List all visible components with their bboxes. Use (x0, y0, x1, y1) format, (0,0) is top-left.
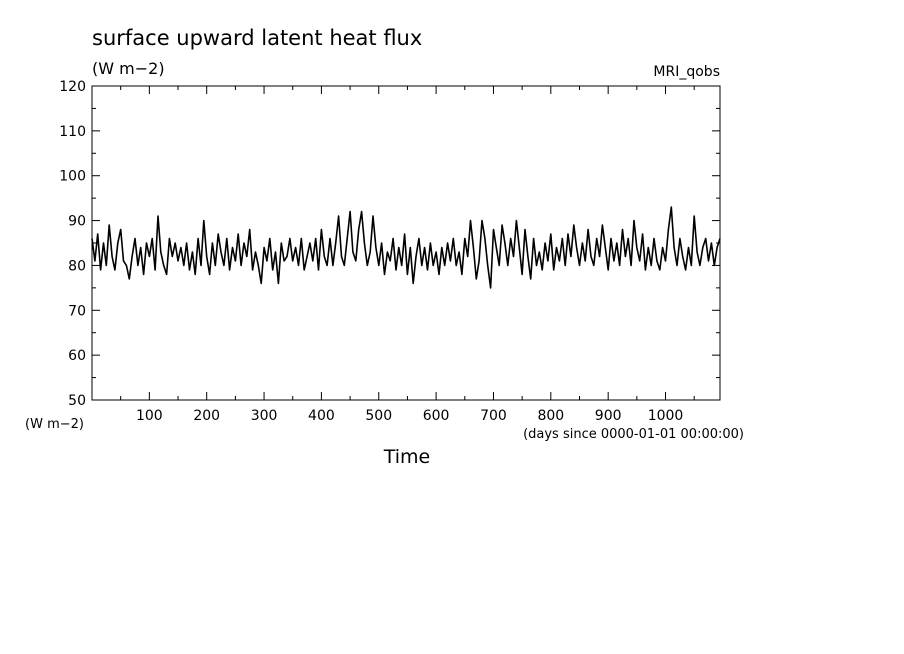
x-axis-label: Time (383, 446, 431, 468)
y-tick-label: 90 (68, 214, 86, 230)
x-tick-label: 400 (308, 408, 335, 424)
x-axis: 100 200 300 400 500 600 700 800 900 1000 (120, 86, 695, 424)
y-tick-label: 80 (68, 258, 86, 274)
y-units-label: (W m−2) (25, 417, 84, 432)
y-tick-label: 70 (68, 303, 86, 319)
x-tick-label: 1000 (648, 408, 684, 424)
y-tick-label: 50 (68, 393, 86, 409)
x-units-label: (days since 0000-01-01 00:00:00) (523, 427, 744, 442)
chart-title: surface upward latent heat flux (92, 26, 422, 50)
x-tick-label: 600 (423, 408, 450, 424)
model-label: MRI_qobs (653, 64, 720, 80)
x-tick-label: 500 (365, 408, 392, 424)
y-axis: 50 60 70 80 90 100 110 120 (59, 79, 720, 409)
y-tick-label: 120 (59, 79, 86, 95)
x-tick-label: 800 (537, 408, 564, 424)
y-tick-label: 100 (59, 169, 86, 185)
series-line (91, 206, 721, 289)
x-tick-label: 100 (136, 408, 163, 424)
x-tick-label: 700 (480, 408, 507, 424)
x-tick-label: 200 (193, 408, 220, 424)
units-label: (W m−2) (92, 59, 165, 78)
x-tick-label: 900 (595, 408, 622, 424)
x-tick-label: 300 (251, 408, 278, 424)
y-tick-label: 60 (68, 348, 86, 364)
y-tick-label: 110 (59, 124, 86, 140)
